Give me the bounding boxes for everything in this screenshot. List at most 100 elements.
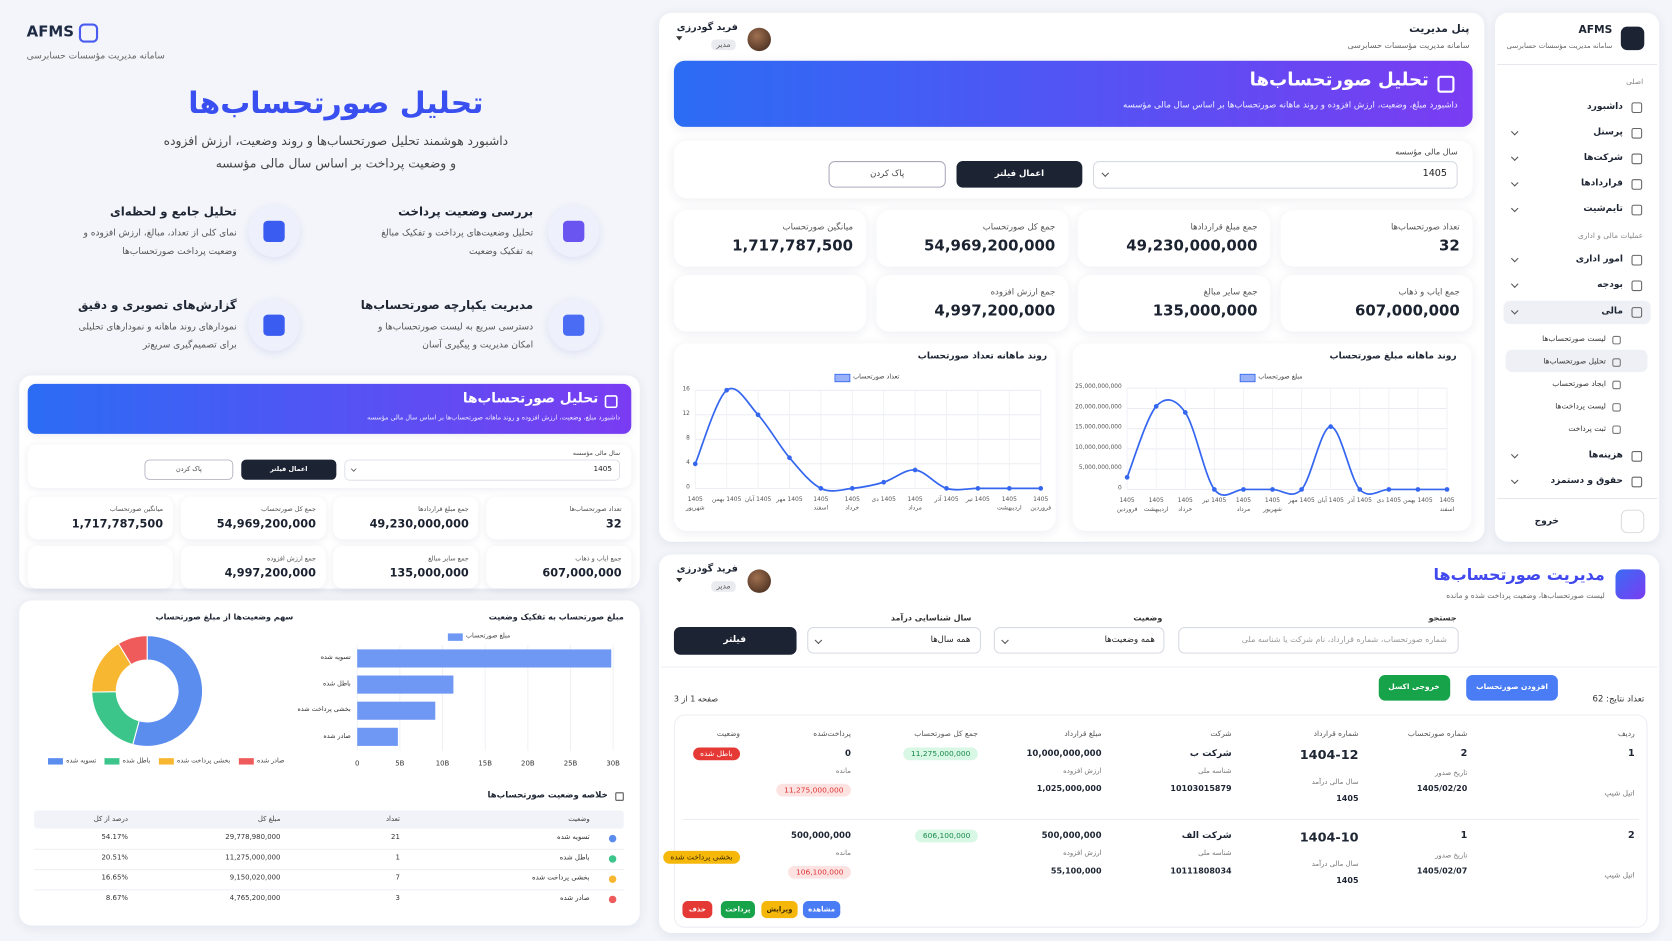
sidebar-brand: AFMS [1578,24,1613,37]
management-icon [1615,569,1646,600]
y-tick-label: 12 [682,410,690,417]
stat-value: 607,000,000 [1354,302,1460,320]
export-button[interactable] [1378,674,1451,701]
stat-label: تعداد صورتحساب‌ها [569,505,622,513]
y-tick-label: 8 [686,435,690,442]
banner-subtitle: داشبورد مبلغ، وضعیت، ارزش افزوده و روند … [367,413,621,421]
cell-year: 1405 [1336,793,1359,803]
nav-sub-item[interactable]: لیست پرداخت‌ها [1555,402,1606,411]
logout[interactable]: خروج [1534,516,1559,527]
y-tick-label: 20,000,000,000 [1075,404,1122,411]
summary-header-cell: تعداد [385,814,400,824]
chart-title: مبلغ صورتحساب به تفکیک وضعیت [488,612,624,622]
stat-card [876,210,1069,267]
summary-header-cell: وضعیت [568,814,590,824]
banner [673,60,1473,127]
stat-label: جمع ایاب و ذهاب [1398,286,1460,297]
table-card [673,714,1648,928]
field-input[interactable] [1178,627,1459,654]
x-tick-label: 25B [563,759,578,768]
user-menu[interactable] [676,577,683,583]
x-tick-label: 1405 مرداد [1235,497,1252,513]
stat-value: 54,969,200,000 [216,517,316,531]
nav-sub-item[interactable]: تحلیل صورتحساب‌ها [1543,357,1606,366]
nav-item[interactable]: تایم‌شیت [1583,203,1623,215]
action-button[interactable] [761,901,798,919]
filter-button[interactable] [673,627,797,655]
apply-button[interactable] [956,161,1083,188]
logout-icon[interactable] [1620,509,1645,534]
dashboard-mini: تحلیل صورتحساب‌ها داشبورد مبلغ، وضعیت، ار… [27,383,632,589]
stat-card [876,275,1069,332]
nav-icon [1631,204,1643,216]
summary-header [34,810,624,829]
banner [27,383,632,434]
stat-value: 135,000,000 [389,566,469,580]
nav-item[interactable]: امور اداری [1575,253,1623,265]
legend-label: صادر شده [256,757,285,765]
x-tick-label: 1405 مهر [776,496,803,504]
action-button[interactable] [720,901,755,919]
nav-sub-item[interactable]: ایجاد صورتحساب [1552,379,1606,389]
year-select[interactable] [344,459,621,481]
summary-cell: 21 [391,832,400,842]
x-tick-label: 20B [521,759,535,768]
dashboard-main: تحلیل صورتحساب‌ها داشبورد مبلغ، وضعیت، ار… [673,60,1473,332]
clear-button[interactable] [828,161,946,188]
cell-invoice-no: 2 [1460,748,1468,760]
clear-button[interactable] [144,459,234,480]
stat-label: جمع سایر مبالغ [428,554,469,562]
field-label: سال شناسایی درآمد [890,613,972,623]
sidebar-subtitle: سامانه مدیریت مؤسسات حسابرسی [1506,41,1613,51]
field-value: همه سال‌ها [930,634,971,645]
field-input[interactable] [807,627,982,654]
nav-item[interactable]: داشبورد [1587,101,1623,112]
field-value: همه وضعیت‌ها [1104,634,1155,645]
cell-vat-label: ارزش افزوده [1063,848,1102,858]
panel-title: پنل مدیریت [1409,23,1470,36]
brand-name: AFMS [26,23,75,41]
feature-text: تحلیل وضعیت‌های پرداخت و تفکیک مبالغ به … [381,228,534,257]
user-role: مدیر [710,581,736,592]
year-select[interactable] [1092,161,1458,189]
stat-value: 135,000,000 [1152,302,1258,320]
stat-card [1280,210,1473,267]
field-input[interactable] [993,627,1165,654]
action-button[interactable] [802,901,841,919]
y-tick-label: 25,000,000,000 [1075,383,1122,391]
nav-icon [1631,102,1643,114]
management-subtitle: لیست صورتحساب‌ها، وضعیت پرداخت شده و مان… [1446,591,1605,601]
legend-label: مبلغ صورتحساب [465,632,511,640]
nav-sub-item[interactable]: ثبت پرداخت [1568,424,1606,433]
nav-item[interactable]: شرکت‌ها [1583,152,1623,164]
stat-label: جمع سایر مبالغ [1203,286,1258,297]
stat-card [27,496,173,540]
y-tick-label: 0 [1118,485,1122,492]
x-tick-label: 1405 بهمن [1403,497,1433,505]
feature-text: نمودارهای روند ماهانه و نمودارهای تحلیلی… [78,322,237,351]
stat-value: 1,717,787,500 [71,517,164,531]
add-button[interactable] [1466,674,1558,701]
user-menu[interactable] [676,36,683,41]
nav-item[interactable]: هزینه‌ها [1588,449,1623,461]
row-divider [682,818,1639,821]
nav-sub-item[interactable]: لیست صورتحساب‌ها [1542,334,1606,344]
cell-national-id: 10103015879 [1170,783,1232,794]
x-tick-label: 1405 فروردین [1116,497,1138,513]
feature-title: مدیریت یکپارچه صورتحساب‌ها [360,298,534,313]
apply-button[interactable] [241,459,337,480]
nav-item[interactable]: پرسنل [1593,126,1623,138]
nav-item[interactable]: قراردادها [1580,178,1623,189]
stat-label: میانگین صورتحساب [109,505,164,513]
x-tick-label: 1405 شهریور [685,496,705,512]
nav-item[interactable]: بودجه [1597,279,1623,291]
export-button-label: خروجی اکسل [1388,682,1440,691]
nav-item[interactable]: مالی [1601,306,1623,317]
cell-issue-label: تاریخ صدور [1435,768,1468,778]
nav-sub-icon [1612,380,1621,390]
stat-value: 1,717,787,500 [732,237,854,255]
x-tick-label: 1405 اردیبهشت [1143,497,1169,513]
column-header: شماره قرارداد [1313,729,1359,738]
nav-item[interactable]: حقوق و دستمزد [1550,475,1623,487]
action-button[interactable] [682,901,713,919]
